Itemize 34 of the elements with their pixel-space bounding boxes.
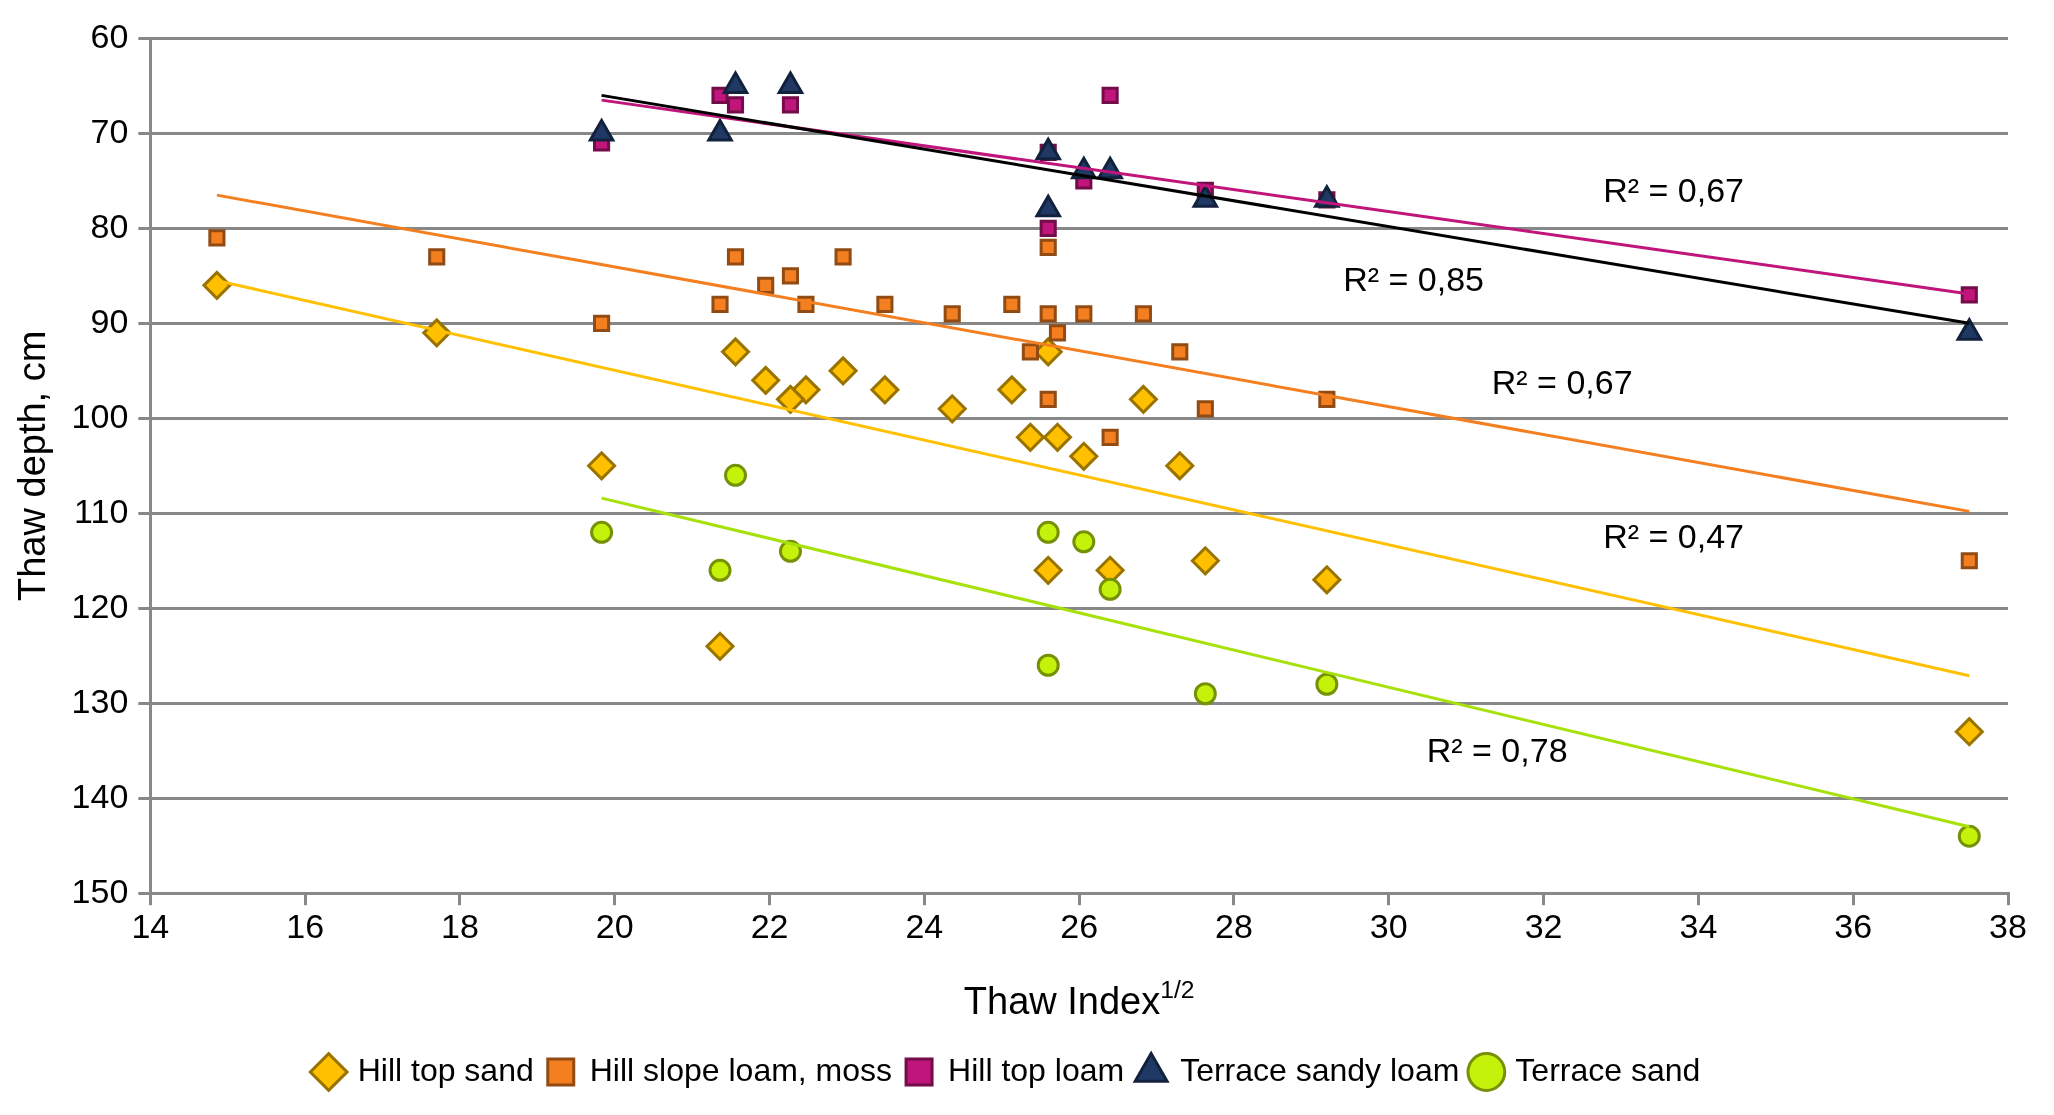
- y-tick-label: 150: [71, 871, 129, 910]
- annotation: R² = 0,78: [1426, 730, 1568, 769]
- y-tick-label: 140: [71, 776, 129, 815]
- x-tick-label: 38: [1989, 906, 2027, 945]
- y-tick-label: 130: [71, 681, 129, 720]
- y-tick-label: 110: [74, 491, 129, 530]
- legend-label: Hill top sand: [357, 1051, 534, 1088]
- x-tick-label: 36: [1834, 906, 1873, 945]
- legend-label: Terrace sand: [1515, 1051, 1701, 1088]
- y-tick-label: 120: [71, 586, 129, 625]
- x-tick-label: 30: [1369, 906, 1408, 945]
- legend-label: Hill slope loam, moss: [589, 1051, 893, 1088]
- x-tick-label: 28: [1215, 906, 1253, 945]
- x-tick-label: 32: [1524, 906, 1563, 945]
- x-tick-label: 24: [905, 906, 944, 945]
- x-tick-label: 16: [286, 906, 325, 945]
- x-tick-label: 22: [750, 906, 789, 945]
- y-tick-label: 80: [90, 206, 129, 245]
- y-axis-title: Thaw depth, cm: [11, 330, 54, 601]
- x-tick-label: 14: [131, 906, 170, 945]
- y-tick-label: 100: [71, 396, 129, 435]
- x-tick-label: 26: [1060, 906, 1099, 945]
- annotation: R² = 0,67: [1491, 362, 1633, 401]
- x-tick-label: 34: [1679, 906, 1718, 945]
- legend-label: Terrace sandy loam: [1180, 1051, 1460, 1088]
- annotation: R² = 0,85: [1343, 260, 1484, 299]
- y-tick-label: 60: [90, 16, 129, 55]
- x-tick-label: 18: [441, 906, 479, 945]
- x-tick-label: 20: [595, 906, 634, 945]
- y-tick-label: 90: [90, 301, 129, 340]
- legend-label: Hill top loam: [948, 1051, 1125, 1088]
- annotation: R² = 0,67: [1603, 170, 1745, 209]
- y-tick-label: 70: [90, 111, 129, 150]
- annotation: R² = 0,47: [1603, 516, 1745, 555]
